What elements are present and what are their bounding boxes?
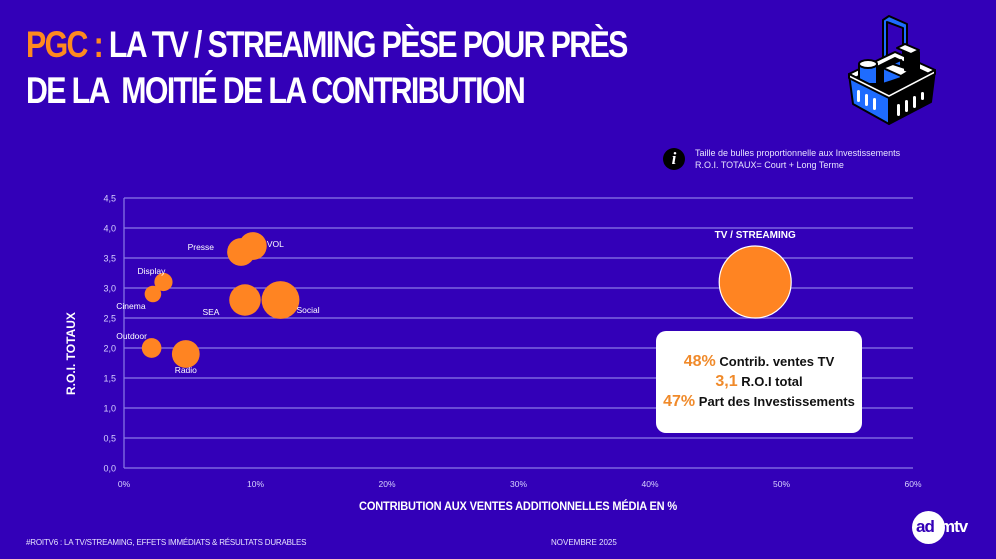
x-axis-label: CONTRIBUTION AUX VENTES ADDITIONNELLES M… (359, 499, 677, 513)
logo-circle (912, 511, 945, 544)
bubble-sea (229, 284, 261, 316)
callout-row-investment: 47% Part des Investissements (663, 393, 855, 411)
callout-row-contribution: 48% Contrib. ventes TV (684, 353, 835, 371)
admtv-logo: ad mtv (912, 511, 982, 545)
y-tick-label: 3,5 (103, 254, 116, 264)
note-line-1: Taille de bulles proportionnelle aux Inv… (695, 148, 901, 158)
y-tick-label: 4,0 (103, 224, 116, 234)
x-tick-label: 60% (904, 479, 921, 489)
y-tick-label: 0,0 (103, 464, 116, 474)
bubble-label: Social (296, 305, 319, 315)
y-tick-label: 4,5 (103, 194, 116, 204)
bubble-cinema (144, 285, 162, 303)
title-line-1: LA TV / STREAMING PÈSE POUR PRÈS (102, 24, 629, 65)
bubble-display (154, 272, 173, 292)
bubble-label: Radio (175, 365, 197, 375)
shopping-basket-icon (848, 15, 936, 125)
x-tick-label: 0% (118, 479, 131, 489)
bubble-label: Display (138, 266, 167, 276)
tv-callout: 48% Contrib. ventes TV 3,1 R.O.I total 4… (656, 331, 862, 433)
x-tick-label: 20% (378, 479, 395, 489)
y-tick-label: 1,0 (103, 404, 116, 414)
note-line-2: R.O.I. TOTAUX= Court + Long Terme (695, 160, 844, 170)
x-tick-label: 40% (641, 479, 658, 489)
legend-note: i Taille de bulles proportionnelle aux I… (663, 147, 900, 171)
x-tick-labels: 0% 10% 20% 30% 40% 50% 60% (118, 479, 922, 489)
bubble-label: TV / STREAMING (715, 230, 796, 241)
x-tick-label: 30% (510, 479, 527, 489)
x-tick-label: 50% (773, 479, 790, 489)
callout-label: Contrib. ventes TV (715, 354, 835, 369)
y-tick-label: 2,5 (103, 314, 116, 324)
callout-value: 48% (683, 353, 716, 370)
callout-value: 47% (663, 393, 696, 410)
callout-value: 3,1 (715, 373, 738, 390)
y-tick-label: 3,0 (103, 284, 116, 294)
bubble-labels: TV / STREAMING Presse VOL Display Cinema SEA S… (116, 230, 796, 375)
logo-ad: ad (916, 517, 935, 536)
y-tick-label: 1,5 (103, 374, 116, 384)
y-tick-label: 2,0 (103, 344, 116, 354)
page-title: PGC : LA TV / STREAMING PÈSE POUR PRÈS D… (26, 22, 629, 114)
y-tick-label: 0,5 (103, 434, 116, 444)
bubble-label: Cinema (116, 301, 146, 311)
bubble-radio (171, 340, 200, 368)
bubble-label: Presse (188, 242, 215, 252)
bubble-tv-streaming (718, 245, 792, 319)
bubble-social (261, 281, 300, 319)
footer-campaign: #ROITV6 : LA TV/STREAMING, EFFETS IMMÉDI… (26, 538, 307, 547)
title-line-2: DE LA MOITIÉ DE LA CONTRIBUTION (26, 70, 526, 111)
callout-label: R.O.I total (737, 374, 803, 389)
callout-label: Part des Investissements (695, 394, 855, 409)
info-icon: i (663, 148, 685, 170)
bubble-vol (238, 232, 267, 260)
y-tick-labels: 0,0 0,5 1,0 1,5 2,0 2,5 3,0 3,5 4,0 4,5 (103, 194, 116, 474)
bubbles (141, 232, 792, 368)
footer-date: NOVEMBRE 2025 (551, 538, 617, 547)
bubble-label: VOL (267, 239, 284, 249)
logo-mtv: mtv (940, 517, 968, 536)
y-axis-label: R.O.I. TOTAUX (64, 312, 78, 395)
callout-row-roi: 3,1 R.O.I total (715, 373, 802, 391)
x-tick-label: 10% (247, 479, 264, 489)
bubble-outdoor (141, 338, 162, 358)
bubble-label: SEA (202, 307, 219, 317)
bubble-label: Outdoor (116, 331, 147, 341)
title-accent: PGC : (26, 24, 104, 65)
